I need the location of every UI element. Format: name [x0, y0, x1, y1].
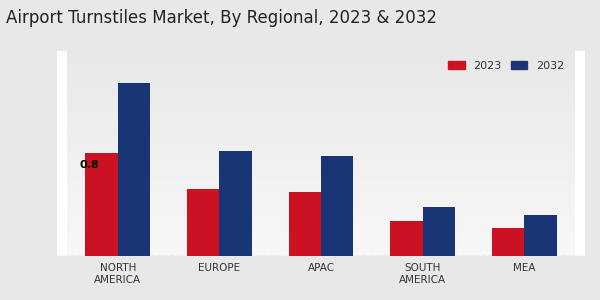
Bar: [118, 83, 151, 256]
Bar: [491, 228, 524, 256]
Bar: [321, 156, 353, 256]
Bar: [187, 189, 220, 256]
Legend: 2023, 2032: 2023, 2032: [443, 57, 569, 76]
Bar: [390, 221, 422, 256]
Text: 0.8: 0.8: [79, 160, 99, 170]
Bar: [289, 192, 321, 256]
Bar: [524, 215, 557, 256]
Bar: [85, 153, 118, 256]
Bar: [422, 207, 455, 256]
Text: Airport Turnstiles Market, By Regional, 2023 & 2032: Airport Turnstiles Market, By Regional, …: [6, 9, 437, 27]
Bar: [220, 151, 252, 256]
